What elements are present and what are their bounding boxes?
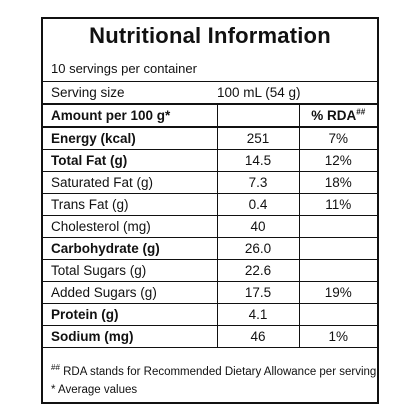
nutrient-row-cholesterol: Cholesterol (mg) 40 [43, 215, 377, 238]
nutrient-row-total-fat: Total Fat (g) 14.5 12% [43, 149, 377, 172]
footnote-average: * Average values [51, 381, 376, 399]
nutrient-label: Cholesterol (mg) [43, 215, 217, 238]
nutrient-label: Total Fat (g) [43, 149, 217, 172]
nutrient-rda [298, 259, 377, 282]
nutrient-amount: 4.1 [216, 303, 299, 326]
nutrient-label: Trans Fat (g) [43, 193, 217, 216]
serving-size-label: Serving size [43, 81, 217, 104]
footnote-rda: ## RDA stands for Recommended Dietary Al… [51, 363, 376, 381]
amount-header-label: Amount per 100 g* [43, 103, 217, 127]
nutrient-label: Saturated Fat (g) [43, 171, 217, 194]
nutrient-amount: 251 [216, 126, 299, 150]
nutrient-row-added-sugars: Added Sugars (g) 17.5 19% [43, 281, 377, 304]
footnote-average-text: Average values [55, 384, 138, 396]
amount-header-empty [216, 103, 299, 127]
rda-header: % RDA## [298, 103, 377, 127]
nutrient-rda [298, 215, 377, 238]
nutrient-label: Carbohydrate (g) [43, 237, 217, 260]
footnote-rda-text: RDA stands for Recommended Dietary Allow… [59, 366, 377, 378]
nutrient-rda [298, 237, 377, 260]
amount-header-row: Amount per 100 g* % RDA## [43, 103, 377, 127]
nutrient-amount: 0.4 [216, 193, 299, 216]
nutrient-amount: 40 [216, 215, 299, 238]
nutrient-row-protein: Protein (g) 4.1 [43, 303, 377, 326]
nutrient-rda: 19% [298, 281, 377, 304]
nutrition-table: Serving size 100 mL (54 g) Amount per 10… [43, 81, 377, 348]
nutrient-amount: 26.0 [216, 237, 299, 260]
nutrient-label: Energy (kcal) [43, 126, 217, 150]
nutrient-row-sodium: Sodium (mg) 46 1% [43, 325, 377, 348]
nutrient-label: Protein (g) [43, 303, 217, 326]
nutrient-rda: 1% [298, 325, 377, 348]
servings-per-container: 10 servings per container [51, 61, 197, 76]
nutrient-amount: 46 [216, 325, 299, 348]
nutrient-label: Added Sugars (g) [43, 281, 217, 304]
footnote-average-mark: * [51, 384, 56, 396]
nutrient-label: Sodium (mg) [43, 325, 217, 348]
nutrient-amount: 22.6 [216, 259, 299, 282]
nutrition-facts-panel: Nutritional Information 10 servings per … [41, 17, 379, 404]
nutrient-rda: 11% [298, 193, 377, 216]
nutrient-rda: 7% [298, 126, 377, 150]
serving-size-row: Serving size 100 mL (54 g) [43, 81, 377, 104]
rda-header-label: % RDA [311, 108, 357, 123]
nutrient-amount: 14.5 [216, 149, 299, 172]
serving-size-value: 100 mL (54 g) [217, 81, 301, 104]
rda-header-mark: ## [356, 107, 366, 117]
nutrient-row-total-sugars: Total Sugars (g) 22.6 [43, 259, 377, 282]
nutrient-amount: 7.3 [216, 171, 299, 194]
nutrient-label: Total Sugars (g) [43, 259, 217, 282]
serving-size-value-text: 100 mL (54 g) [217, 85, 301, 100]
nutrient-row-trans-fat: Trans Fat (g) 0.4 11% [43, 193, 377, 216]
footnotes: ## RDA stands for Recommended Dietary Al… [51, 363, 376, 399]
serving-size-empty [299, 81, 377, 104]
nutrient-rda: 18% [298, 171, 377, 194]
nutrient-row-carbohydrate: Carbohydrate (g) 26.0 [43, 237, 377, 260]
nutrient-rda [298, 303, 377, 326]
nutrient-row-energy: Energy (kcal) 251 7% [43, 126, 377, 150]
nutrient-amount: 17.5 [216, 281, 299, 304]
nutrient-row-saturated-fat: Saturated Fat (g) 7.3 18% [43, 171, 377, 194]
footnote-rda-mark: ## [51, 363, 60, 373]
panel-title: Nutritional Information [89, 23, 331, 48]
nutrient-rda: 12% [298, 149, 377, 172]
